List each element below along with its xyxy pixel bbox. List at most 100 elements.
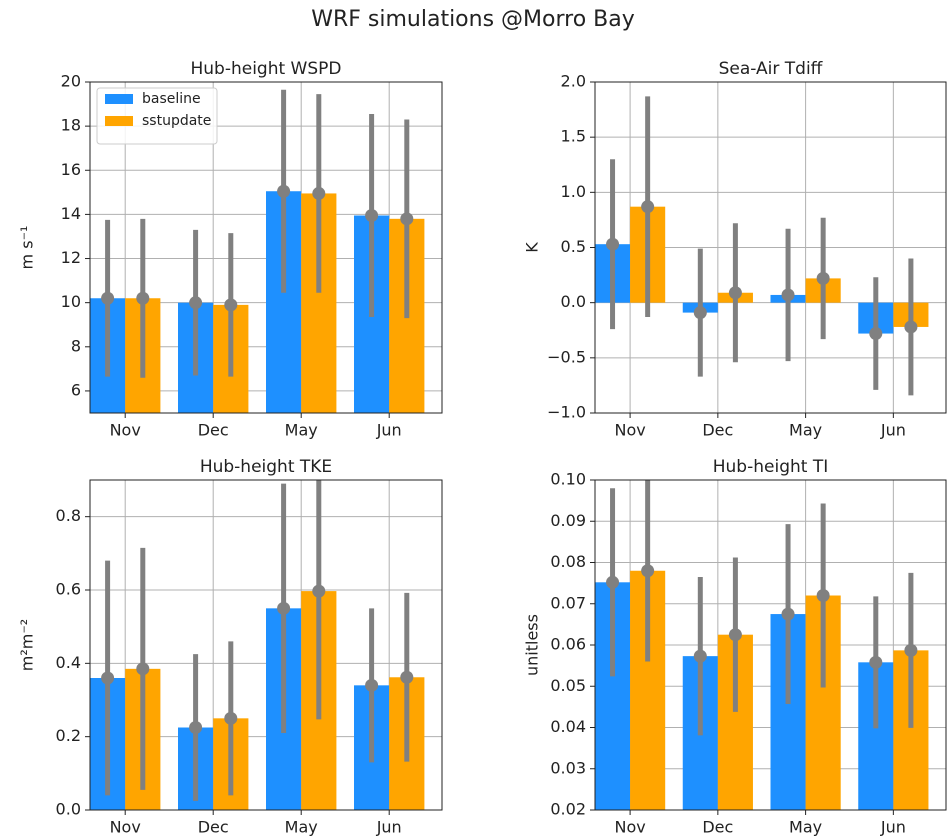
error-point — [189, 296, 203, 310]
legend-label: baseline — [142, 91, 201, 107]
y-tick-label: 10 — [61, 292, 81, 311]
y-tick-label: 2.0 — [561, 72, 586, 91]
error-point — [277, 184, 291, 198]
axes-frame — [594, 81, 947, 414]
x-tick-label: May — [285, 421, 318, 440]
error-point — [277, 601, 291, 615]
y-tick-label: 0.8 — [56, 506, 81, 525]
error-point — [400, 670, 414, 684]
legend-swatch — [105, 94, 133, 104]
x-tick-label: Nov — [110, 421, 141, 440]
plot-area — [90, 89, 425, 413]
y-tick-label: 12 — [61, 248, 81, 267]
error-point — [312, 584, 326, 598]
x-tick-label: Jun — [376, 818, 402, 837]
legend-label: sstupdate — [142, 113, 211, 129]
x-tick-label: Nov — [614, 421, 645, 440]
error-point — [816, 589, 830, 602]
y-tick-label: 0.10 — [550, 470, 586, 489]
axes-frame — [594, 479, 947, 811]
legend-swatch — [105, 116, 133, 126]
error-point — [641, 564, 655, 578]
plot-area — [595, 96, 929, 396]
error-point — [728, 628, 742, 642]
y-tick-label: −1.0 — [547, 403, 586, 422]
plot-area — [595, 480, 929, 810]
y-tick-label: −0.5 — [547, 347, 586, 366]
error-point — [189, 721, 203, 734]
error-point — [728, 286, 742, 300]
x-tick-label: Nov — [614, 818, 645, 837]
x-tick-label: Jun — [880, 421, 906, 440]
y-tick-label: 0.4 — [56, 653, 81, 672]
y-tick-label: 0.06 — [550, 635, 586, 654]
error-point — [641, 200, 655, 214]
error-point — [365, 209, 379, 223]
subplot: Hub-height TI unitless 0.02 0.03 0.04 0.05 0.0… — [523, 457, 947, 837]
subplot-title: Hub-height TKE — [200, 457, 332, 477]
x-tick-label: Jun — [880, 818, 906, 837]
y-tick-label: 0.08 — [550, 552, 586, 571]
subplot: Hub-height WSPD m s⁻¹ 6 8 10 12 14 16 18 20 Nov Dec… — [18, 59, 443, 440]
y-tick-label: 0.02 — [550, 800, 586, 819]
error-point — [693, 649, 707, 663]
y-tick-label: 8 — [71, 336, 81, 355]
error-point — [101, 291, 115, 305]
subplot-title: Sea-Air Tdiff — [719, 59, 824, 79]
error-point — [101, 671, 115, 685]
y-tick-label: 16 — [61, 160, 81, 179]
y-tick-label: 0.03 — [550, 758, 586, 777]
error-point — [606, 237, 620, 251]
error-point — [606, 575, 620, 589]
y-tick-label: 14 — [61, 204, 81, 223]
y-tick-label: 0.0 — [56, 800, 81, 819]
x-tick-label: May — [789, 421, 822, 440]
x-tick-label: Dec — [702, 818, 733, 837]
error-point — [781, 607, 795, 621]
axes-frame — [89, 479, 443, 811]
y-tick-label: 1.0 — [561, 182, 586, 201]
subplot: Sea-Air Tdiff K −1.0 −0.5 0.0 0.5 1.0 1.5 2.0 Nov… — [523, 59, 947, 440]
error-point — [904, 643, 918, 657]
error-point — [136, 291, 150, 305]
y-tick-label: 18 — [61, 116, 81, 135]
x-tick-label: Dec — [198, 421, 229, 440]
plot-area — [90, 480, 425, 810]
error-point — [224, 298, 238, 312]
y-tick-label: 0.07 — [550, 593, 586, 612]
y-tick-label: 1.5 — [561, 127, 586, 146]
y-tick-label: 0.6 — [56, 580, 81, 599]
y-tick-label: 0.05 — [550, 676, 586, 695]
subplot-title: Hub-height TI — [713, 457, 828, 477]
subplot: Hub-height TKE m²m⁻² 0.0 0.2 0.4 0.6 0.8 Nov Dec… — [18, 457, 443, 837]
error-point — [136, 662, 150, 676]
y-axis-label: K — [523, 242, 542, 253]
error-point — [400, 212, 414, 226]
error-point — [365, 678, 379, 692]
y-axis-label: m s⁻¹ — [18, 226, 37, 270]
y-tick-label: 6 — [71, 380, 81, 399]
error-point — [904, 320, 918, 334]
x-tick-label: Nov — [110, 818, 141, 837]
y-tick-label: 0.0 — [561, 292, 586, 311]
y-tick-label: 0.04 — [550, 717, 586, 736]
x-tick-label: Jun — [376, 421, 402, 440]
y-tick-label: 0.2 — [56, 726, 81, 745]
axes-frame — [89, 81, 443, 414]
x-tick-label: May — [789, 818, 822, 837]
subplot-title: Hub-height WSPD — [190, 59, 341, 79]
error-point — [816, 271, 830, 285]
error-point — [869, 327, 883, 341]
y-axis-label: unitless — [523, 614, 542, 676]
error-point — [693, 306, 707, 320]
error-point — [224, 711, 238, 725]
x-tick-label: Dec — [198, 818, 229, 837]
error-point — [869, 655, 883, 669]
y-tick-label: 20 — [61, 72, 81, 91]
legend: baseline sstupdate — [96, 87, 218, 145]
x-tick-label: Dec — [702, 421, 733, 440]
y-axis-label: m²m⁻² — [18, 619, 37, 671]
figure-title: WRF simulations @Morro Bay — [311, 7, 635, 32]
y-tick-label: 0.09 — [550, 511, 586, 530]
